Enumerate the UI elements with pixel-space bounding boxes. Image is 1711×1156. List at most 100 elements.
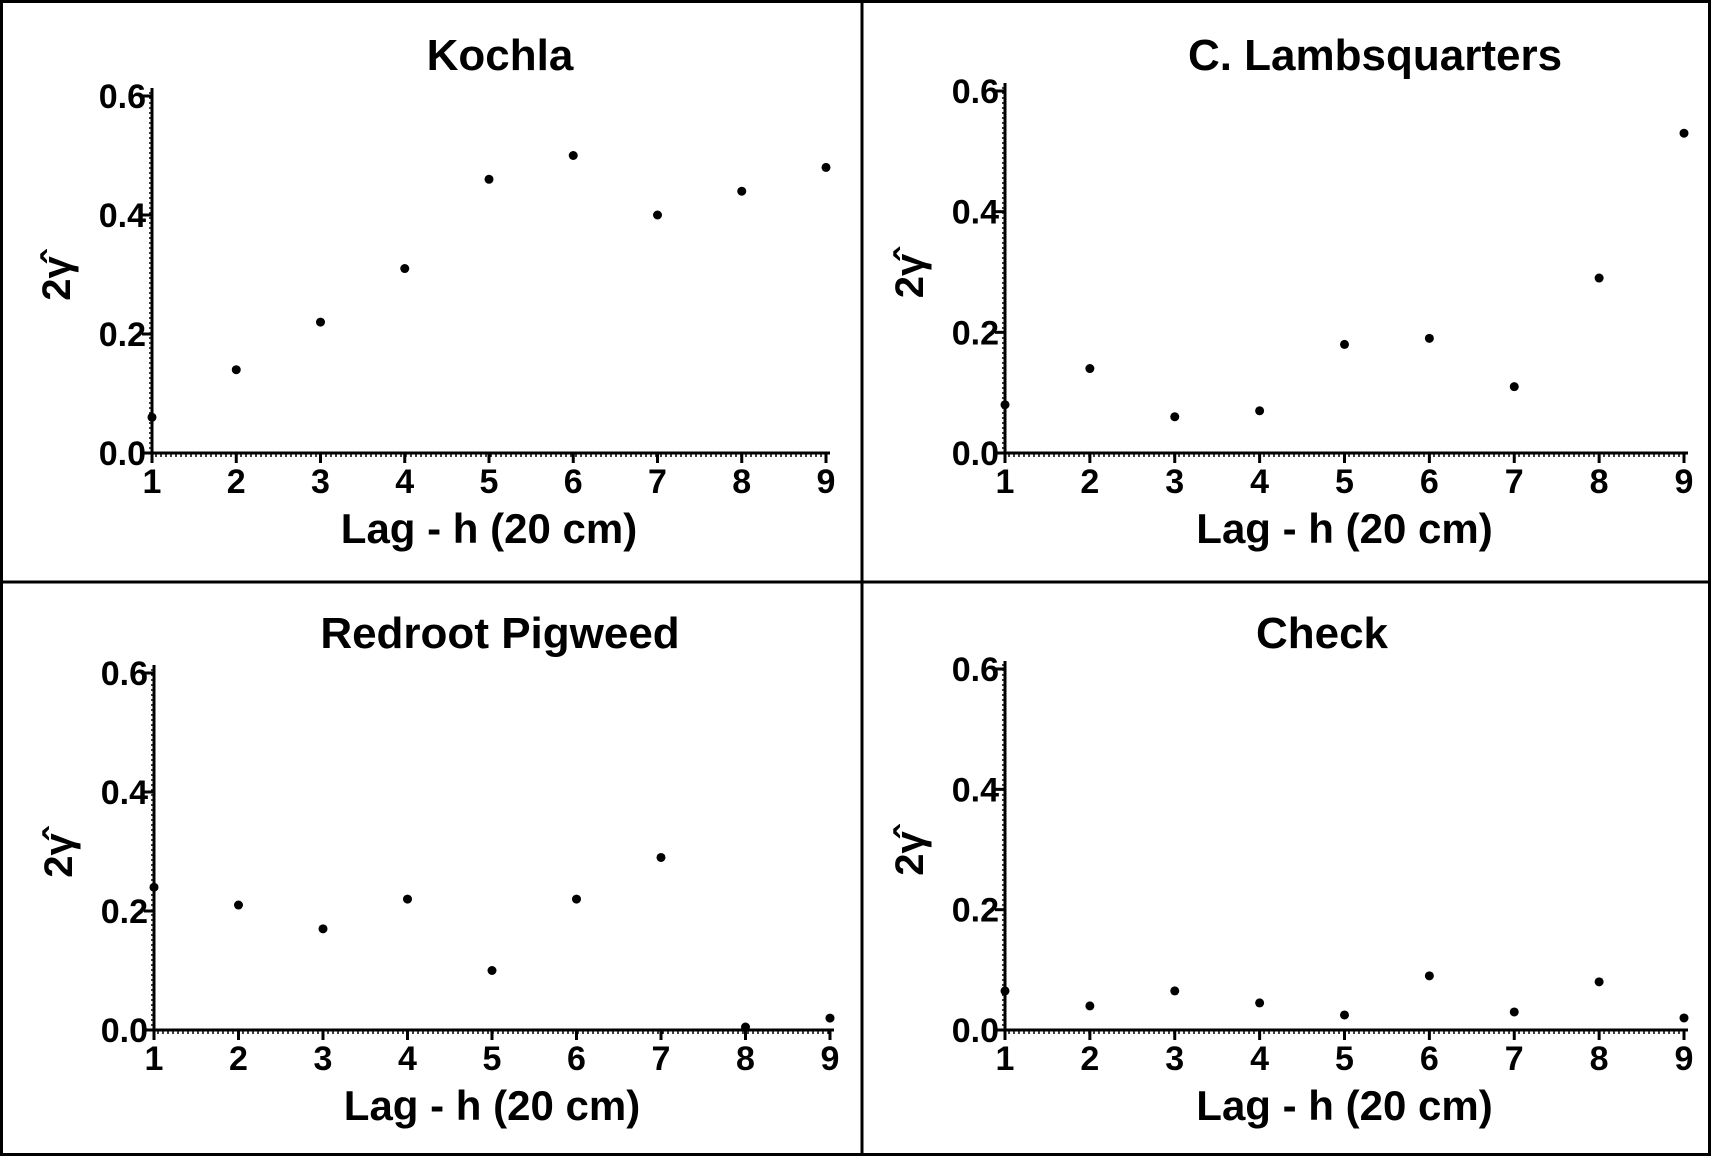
y-tick-label: 0.6: [101, 655, 148, 693]
y-tick-label: 0.4: [952, 194, 999, 232]
data-point: [656, 852, 666, 862]
x-tick-label: 5: [483, 1040, 502, 1078]
x-tick-label: 1: [145, 1040, 164, 1078]
data-point: [572, 894, 581, 904]
x-tick-label: 6: [564, 463, 583, 501]
y-tick-label: 0.2: [952, 314, 999, 352]
x-tick-label: 7: [1505, 463, 1524, 501]
panel-2: C. Lambsquarters 1 2 3 4 5 6 7 8 9 0.0 0.2 0.4 0.6 Lag…: [888, 31, 1693, 552]
x-tick-label: 1: [996, 1040, 1015, 1078]
data-point: [1085, 1001, 1095, 1011]
y-tick-label: 0.2: [99, 316, 146, 354]
y-axis-label: 2γ̂: [888, 246, 932, 298]
x-tick-label: 4: [1250, 463, 1269, 501]
x-tick-label: 8: [1590, 1040, 1609, 1078]
panel-3: Redroot Pigweed 1 2 3 4 5 6 7 8 9 0.0 0.2 0.4 0.6 Lag …: [37, 609, 839, 1129]
data-point: [231, 365, 241, 375]
x-tick-label: 6: [567, 1040, 586, 1078]
data-point: [147, 412, 157, 422]
x-tick-label: 4: [1250, 1040, 1269, 1078]
x-tick-label: 3: [311, 463, 330, 501]
data-point: [825, 1013, 835, 1023]
x-tick-label: 1: [143, 463, 162, 501]
x-tick-label: 2: [229, 1040, 248, 1078]
data-point: [1085, 364, 1095, 374]
panel-1: Kochla 1 2 3 4 5 6 7 8 9 0.0 0.2 0.4 0.6 Lag - h (20 c…: [35, 31, 835, 552]
data-point: [1509, 1007, 1519, 1017]
data-point: [1679, 1013, 1689, 1023]
y-tick-label: 0.0: [952, 1012, 999, 1050]
data-point: [149, 882, 159, 892]
x-tick-label: 1: [996, 463, 1015, 501]
y-tick-label: 0.4: [99, 197, 146, 235]
x-tick-label: 5: [1335, 1040, 1354, 1078]
x-axis-label: Lag - h (20 cm): [1196, 505, 1492, 552]
x-tick-label: 6: [1420, 1040, 1439, 1078]
x-tick-label: 9: [817, 463, 836, 501]
y-tick-label: 0.6: [99, 78, 146, 116]
x-tick-label: 2: [1080, 1040, 1099, 1078]
y-tick-label: 0.4: [101, 774, 148, 812]
y-tick-label: 0.2: [101, 893, 148, 931]
data-point: [403, 894, 412, 904]
data-point: [484, 174, 494, 184]
x-tick-label: 6: [1420, 463, 1439, 501]
x-tick-label: 7: [652, 1040, 671, 1078]
data-point: [400, 264, 410, 274]
x-tick-label: 3: [314, 1040, 333, 1078]
y-tick-label: 0.2: [952, 892, 999, 930]
data-point: [1594, 977, 1604, 987]
panel-title: C. Lambsquarters: [1188, 31, 1562, 80]
x-tick-label: 2: [227, 463, 246, 501]
x-tick-label: 9: [1675, 463, 1694, 501]
panel-title: Check: [1256, 609, 1389, 658]
x-tick-label: 7: [1505, 1040, 1524, 1078]
data-point: [234, 900, 243, 910]
x-tick-label: 4: [395, 463, 414, 501]
y-tick-label: 0.6: [952, 651, 999, 689]
data-point: [1424, 971, 1434, 981]
data-point: [318, 924, 328, 934]
x-tick-label: 9: [1675, 1040, 1694, 1078]
x-tick-label: 8: [732, 463, 751, 501]
y-tick-label: 0.0: [952, 435, 999, 473]
data-point: [1000, 400, 1010, 410]
data-point: [741, 1022, 750, 1032]
y-tick-label: 0.0: [101, 1012, 148, 1050]
data-point: [1255, 406, 1265, 416]
x-tick-label: 9: [821, 1040, 840, 1078]
x-tick-label: 5: [480, 463, 499, 501]
data-point: [653, 210, 662, 220]
data-point: [1679, 128, 1689, 138]
y-axis-label: 2γ̂: [888, 823, 932, 875]
data-point: [1340, 1010, 1349, 1020]
data-point: [487, 966, 497, 975]
y-tick-label: 0.6: [952, 73, 999, 111]
data-point: [821, 162, 831, 172]
panel-title: Redroot Pigweed: [320, 609, 679, 658]
panel-title: Kochla: [427, 31, 574, 80]
data-point: [1509, 382, 1519, 392]
x-tick-label: 7: [648, 463, 667, 501]
x-tick-label: 4: [398, 1040, 417, 1078]
y-axis-label: 2γ̂: [37, 825, 81, 877]
data-point: [1594, 273, 1604, 283]
data-point: [1000, 986, 1010, 996]
data-point: [1170, 986, 1180, 996]
data-point: [1340, 339, 1349, 349]
x-axis-label: Lag - h (20 cm): [341, 505, 637, 552]
x-axis-label: Lag - h (20 cm): [344, 1082, 640, 1129]
x-tick-label: 5: [1335, 463, 1354, 501]
x-tick-label: 8: [736, 1040, 755, 1078]
data-point: [1170, 412, 1180, 422]
panel-4: Check 1 2 3 4 5 6 7 8 9 0.0 0.2 0.4 0.6 Lag - h (20 cm…: [888, 609, 1693, 1129]
data-point: [737, 186, 747, 196]
y-tick-label: 0.0: [99, 435, 146, 473]
data-point: [568, 151, 578, 160]
y-tick-label: 0.4: [952, 771, 999, 809]
x-tick-label: 3: [1165, 1040, 1184, 1078]
data-point: [316, 317, 325, 327]
data-point: [1424, 333, 1434, 343]
